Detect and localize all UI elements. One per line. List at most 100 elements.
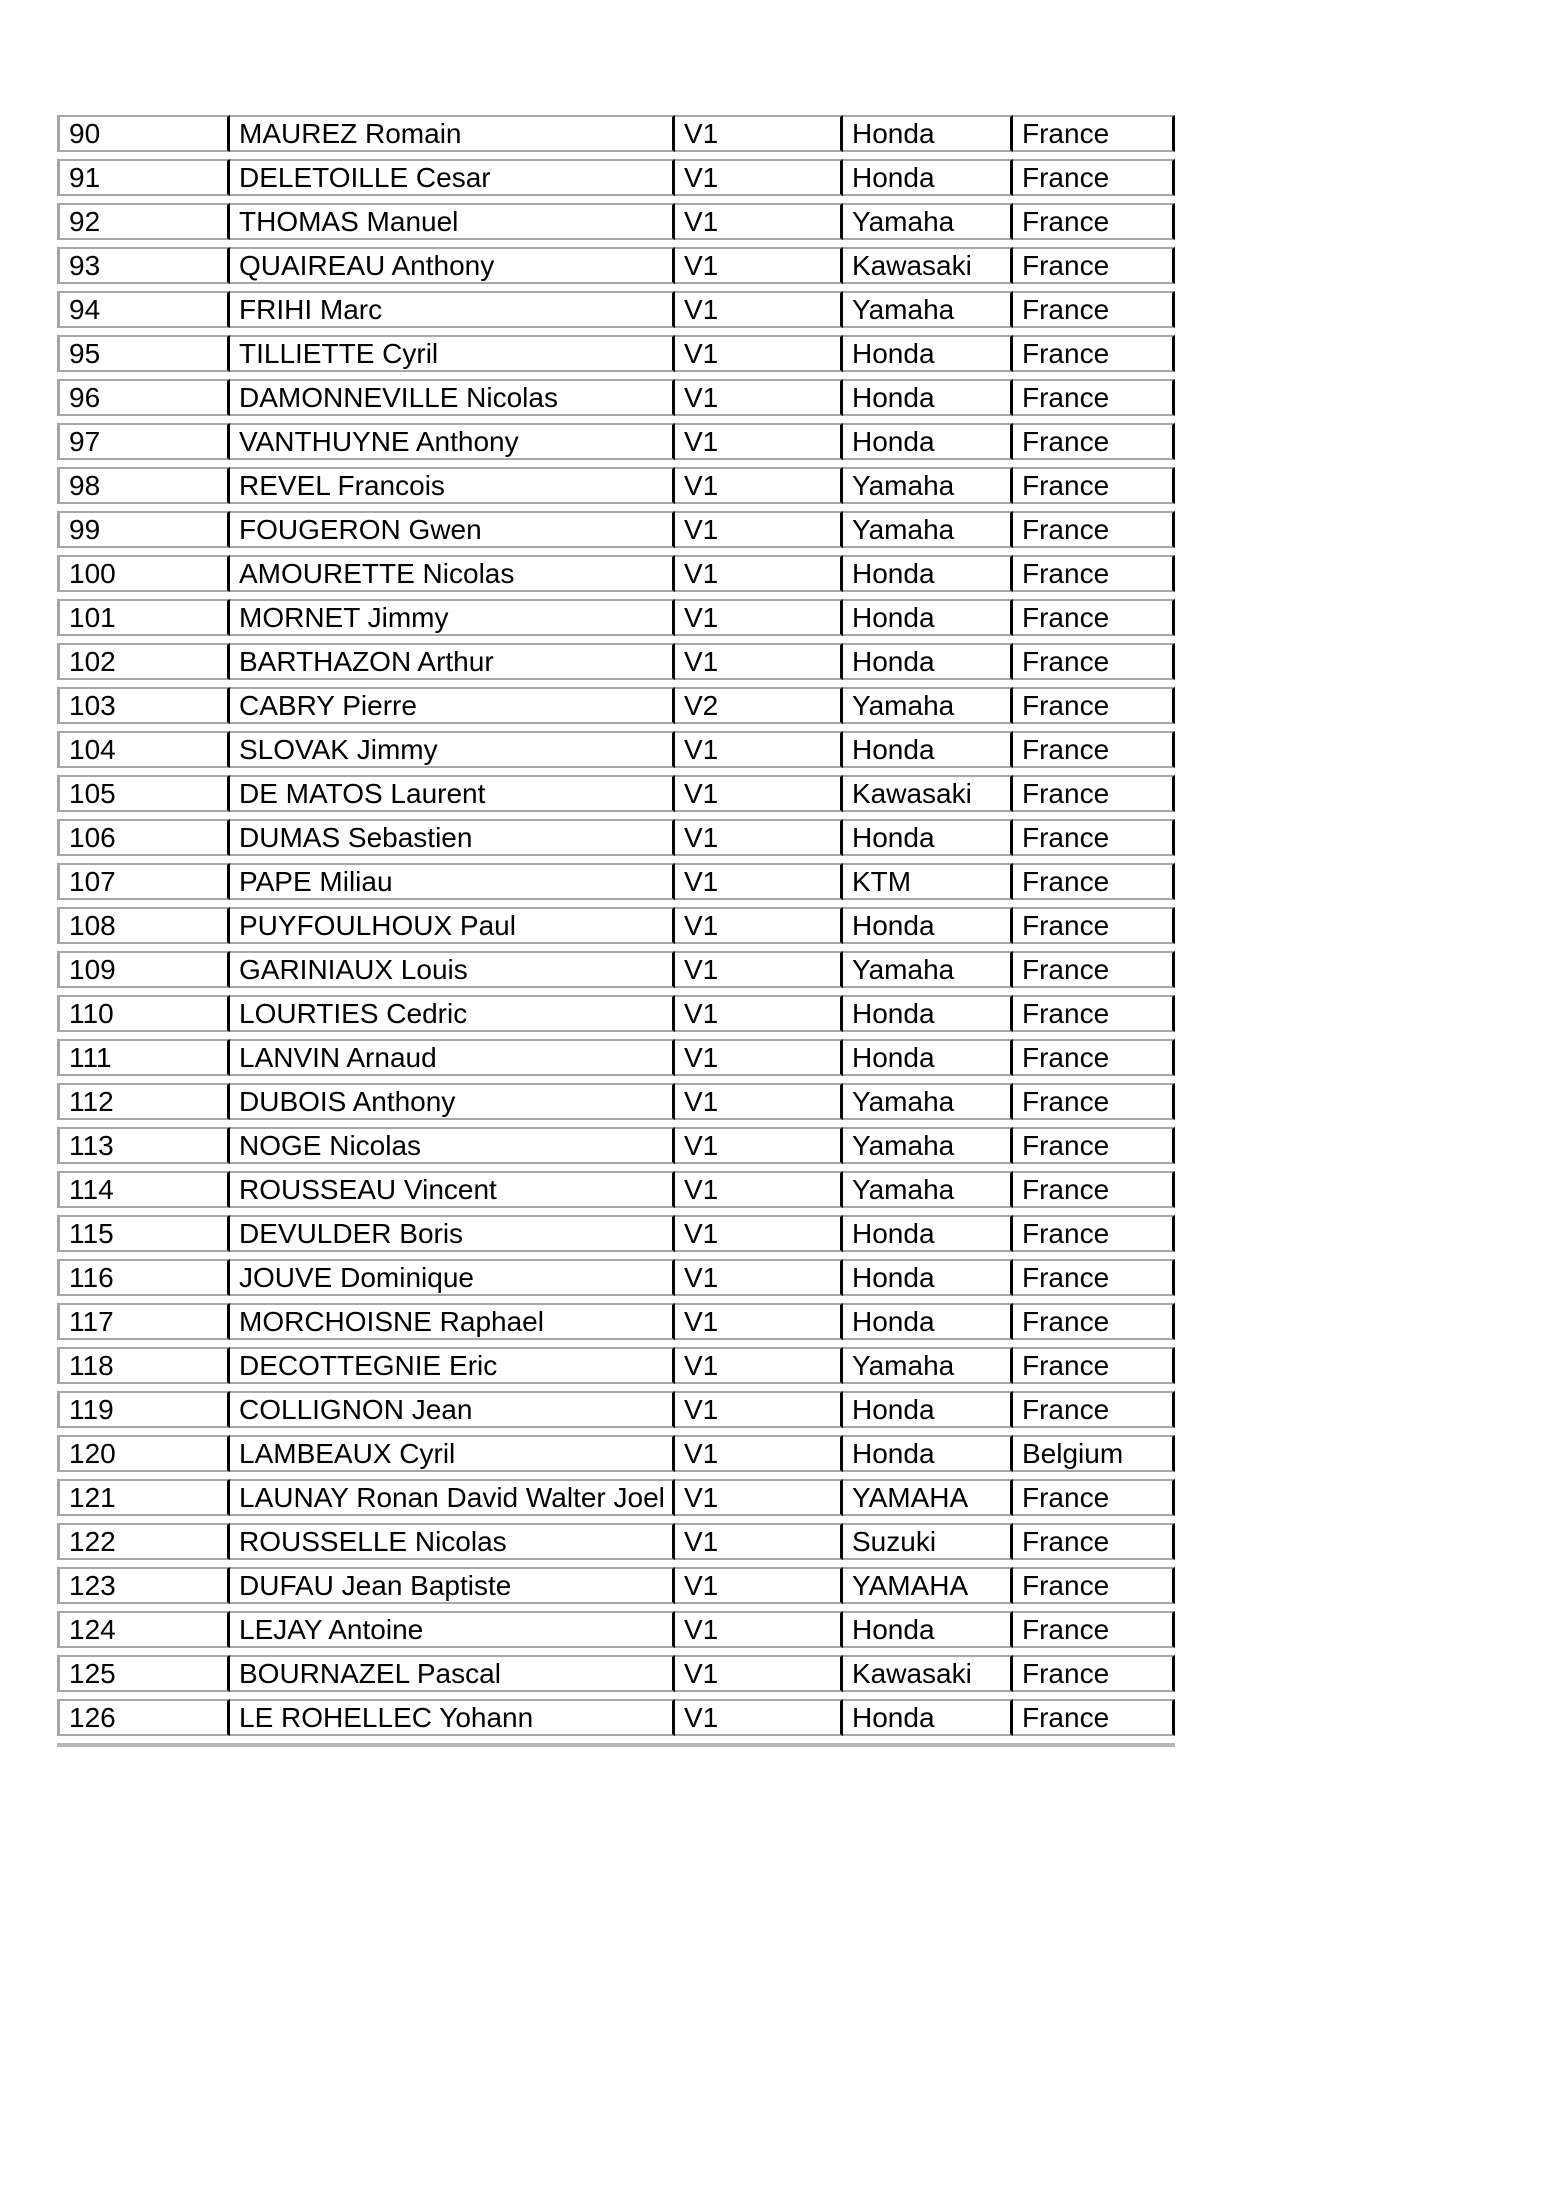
table-row: 117 MORCHOISNE Raphael V1 Honda France [57,1303,1175,1340]
cell-brand: Yamaha [843,951,1013,988]
cell-country: France [1013,907,1175,944]
cell-category: V1 [675,115,843,152]
cell-name: AMOURETTE Nicolas [230,555,675,592]
cell-brand: Honda [843,159,1013,196]
cell-number: 120 [57,1435,230,1472]
cell-number: 123 [57,1567,230,1604]
cell-category: V1 [675,907,843,944]
cell-country: France [1013,951,1175,988]
cell-number: 98 [57,467,230,504]
cell-number: 90 [57,115,230,152]
cell-brand: KTM [843,863,1013,900]
cell-name: TILLIETTE Cyril [230,335,675,372]
cell-number: 117 [57,1303,230,1340]
cell-number: 104 [57,731,230,768]
cell-number: 114 [57,1171,230,1208]
cell-brand: Honda [843,1039,1013,1076]
cell-category: V1 [675,1699,843,1736]
table-row: 121 LAUNAY Ronan David Walter Joel V1 YAMAH… [57,1479,1175,1516]
cell-brand: Yamaha [843,1083,1013,1120]
cell-number: 94 [57,291,230,328]
cell-category: V1 [675,1039,843,1076]
cell-country: France [1013,291,1175,328]
cell-country: France [1013,1523,1175,1560]
cell-category: V1 [675,1171,843,1208]
cell-country: France [1013,775,1175,812]
table-row: 97 VANTHUYNE Anthony V1 Honda France [57,423,1175,460]
table-row: 119 COLLIGNON Jean V1 Honda France [57,1391,1175,1428]
cell-category: V1 [675,1303,843,1340]
cell-category: V1 [675,1347,843,1384]
cell-name: DUBOIS Anthony [230,1083,675,1120]
cell-brand: Honda [843,1215,1013,1252]
cell-number: 97 [57,423,230,460]
cell-country: France [1013,1391,1175,1428]
cell-name: DUFAU Jean Baptiste [230,1567,675,1604]
cell-country: France [1013,1347,1175,1384]
cell-brand: Honda [843,335,1013,372]
cell-category: V1 [675,995,843,1032]
table-row: 104 SLOVAK Jimmy V1 Honda France [57,731,1175,768]
table-row: 111 LANVIN Arnaud V1 Honda France [57,1039,1175,1076]
cell-name: PAPE Miliau [230,863,675,900]
cell-brand: Honda [843,423,1013,460]
cell-country: France [1013,599,1175,636]
cell-name: LOURTIES Cedric [230,995,675,1032]
table-row: 94 FRIHI Marc V1 Yamaha France [57,291,1175,328]
cell-name: DAMONNEVILLE Nicolas [230,379,675,416]
cell-name: DE MATOS Laurent [230,775,675,812]
table-row: 114 ROUSSEAU Vincent V1 Yamaha France [57,1171,1175,1208]
cell-category: V1 [675,775,843,812]
cell-name: LAUNAY Ronan David Walter Joel [230,1479,675,1516]
cell-category: V1 [675,1215,843,1252]
cell-number: 107 [57,863,230,900]
cell-category: V1 [675,159,843,196]
cell-brand: YAMAHA [843,1567,1013,1604]
cell-name: ROUSSELLE Nicolas [230,1523,675,1560]
cell-number: 106 [57,819,230,856]
cell-number: 115 [57,1215,230,1252]
cell-country: France [1013,467,1175,504]
cell-name: BOURNAZEL Pascal [230,1655,675,1692]
cell-country: France [1013,555,1175,592]
cell-category: V1 [675,1259,843,1296]
cell-country: France [1013,115,1175,152]
cell-brand: Kawasaki [843,775,1013,812]
cell-brand: Honda [843,1259,1013,1296]
cell-category: V1 [675,291,843,328]
cell-brand: Honda [843,731,1013,768]
cell-name: VANTHUYNE Anthony [230,423,675,460]
cell-number: 103 [57,687,230,724]
cell-country: France [1013,1655,1175,1692]
cell-brand: Honda [843,907,1013,944]
cell-number: 100 [57,555,230,592]
cell-brand: Suzuki [843,1523,1013,1560]
cell-name: QUAIREAU Anthony [230,247,675,284]
cell-country: France [1013,1083,1175,1120]
cell-category: V1 [675,1127,843,1164]
cell-country: France [1013,1611,1175,1648]
cell-brand: Honda [843,1699,1013,1736]
cell-number: 108 [57,907,230,944]
table-row: 115 DEVULDER Boris V1 Honda France [57,1215,1175,1252]
cell-category: V1 [675,643,843,680]
cell-country: France [1013,1127,1175,1164]
cell-brand: Honda [843,1391,1013,1428]
cell-category: V1 [675,731,843,768]
cell-country: France [1013,1039,1175,1076]
cell-name: NOGE Nicolas [230,1127,675,1164]
cell-category: V1 [675,423,843,460]
cell-name: LANVIN Arnaud [230,1039,675,1076]
cell-name: LE ROHELLEC Yohann [230,1699,675,1736]
cell-name: CABRY Pierre [230,687,675,724]
cell-category: V1 [675,203,843,240]
cell-country: France [1013,511,1175,548]
cell-brand: Yamaha [843,1347,1013,1384]
cell-category: V1 [675,819,843,856]
cell-country: France [1013,863,1175,900]
cell-name: DEVULDER Boris [230,1215,675,1252]
cell-name: FOUGERON Gwen [230,511,675,548]
cell-number: 91 [57,159,230,196]
cell-name: REVEL Francois [230,467,675,504]
cell-category: V1 [675,335,843,372]
